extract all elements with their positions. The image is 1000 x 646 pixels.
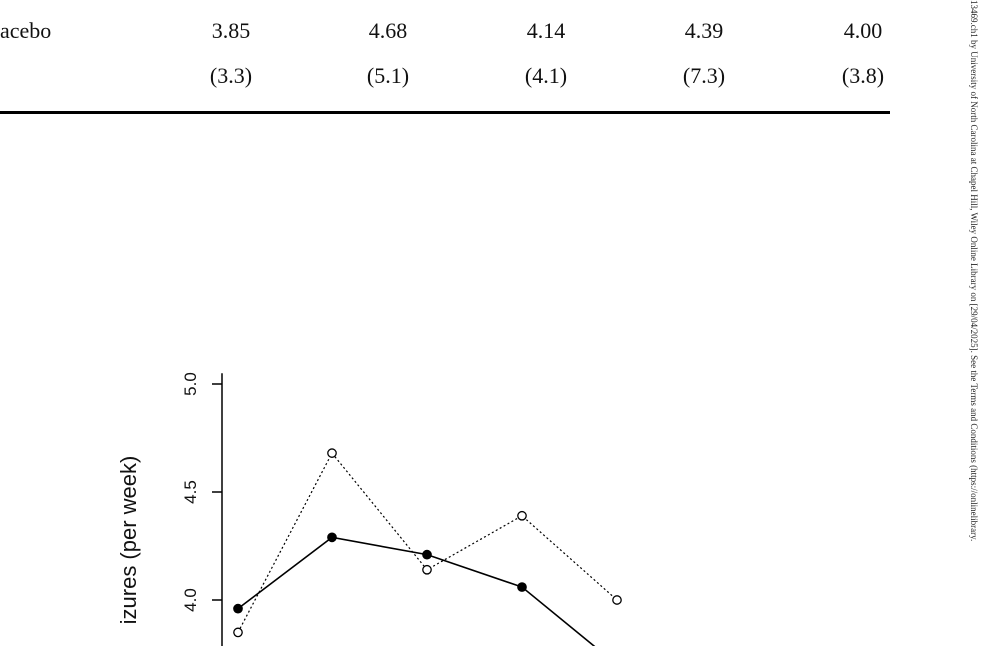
open-point xyxy=(613,596,621,604)
filled-point xyxy=(234,604,242,612)
y-tick-label: 5.0 xyxy=(181,372,200,396)
open-point xyxy=(518,512,526,520)
filled-point xyxy=(423,550,431,558)
y-tick-label: 4.0 xyxy=(181,588,200,612)
y-tick-label: 4.5 xyxy=(181,480,200,504)
open-point xyxy=(328,449,336,457)
dotted-series-line xyxy=(238,453,617,632)
y-axis-label: izures (per week) xyxy=(116,456,141,625)
filled-point xyxy=(328,533,336,541)
filled-point xyxy=(518,583,526,591)
open-point xyxy=(234,628,242,636)
open-point xyxy=(423,566,431,574)
